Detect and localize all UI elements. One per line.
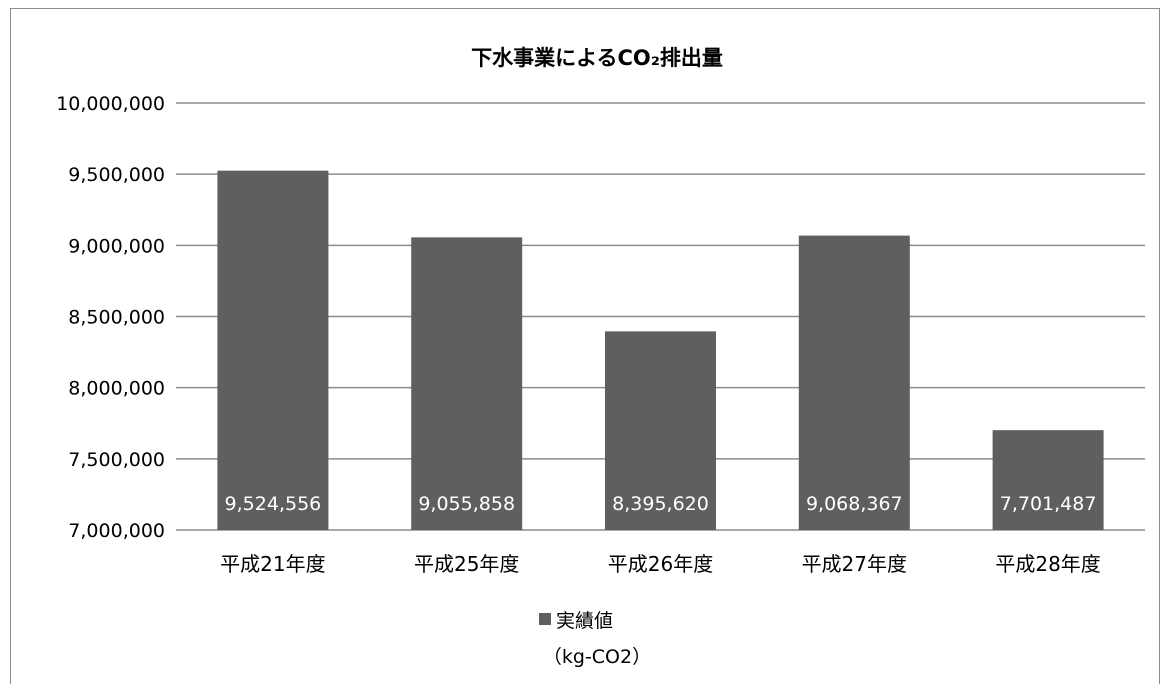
y-tick-label: 9,000,000: [68, 235, 165, 257]
bars: 9,524,556 9,055,858 8,395,620 9,068,367 7,70…: [217, 170, 1104, 531]
y-tick-label: 10,000,000: [56, 93, 165, 115]
legend-unit: （kg-CO2）: [543, 646, 651, 668]
legend-swatch: [539, 613, 551, 625]
legend: 実績値 （kg-CO2）: [539, 610, 651, 668]
bar: [605, 331, 716, 530]
x-tick-label: 平成27年度: [802, 552, 907, 576]
x-tick-label: 平成25年度: [414, 552, 519, 576]
data-label: 9,055,858: [418, 493, 515, 515]
y-axis: 7,000,000 7,500,000 8,000,000 8,500,000 9,00…: [56, 93, 165, 542]
chart-frame: [10, 8, 1160, 684]
data-label: 9,524,556: [225, 493, 322, 515]
x-axis: 平成21年度 平成25年度 平成26年度 平成27年度 平成28年度: [220, 552, 1101, 576]
y-tick-label: 7,000,000: [68, 520, 165, 542]
bar: [217, 170, 329, 531]
x-tick-label: 平成28年度: [995, 552, 1100, 576]
bar: [411, 237, 523, 530]
legend-label: 実績値: [556, 610, 613, 632]
x-tick-label: 平成26年度: [608, 552, 713, 576]
x-tick-label: 平成21年度: [220, 552, 325, 576]
data-label: 9,068,367: [806, 493, 903, 515]
data-label: 7,701,487: [1000, 493, 1097, 515]
data-label: 8,395,620: [612, 493, 709, 515]
y-tick-label: 9,500,000: [68, 164, 165, 186]
chart-title: 下水事業によるCO₂排出量: [471, 46, 723, 70]
y-tick-label: 8,000,000: [68, 378, 165, 400]
bar: [798, 235, 910, 531]
y-tick-label: 7,500,000: [68, 449, 165, 471]
bar: [992, 430, 1104, 530]
y-tick-label: 8,500,000: [68, 307, 165, 329]
